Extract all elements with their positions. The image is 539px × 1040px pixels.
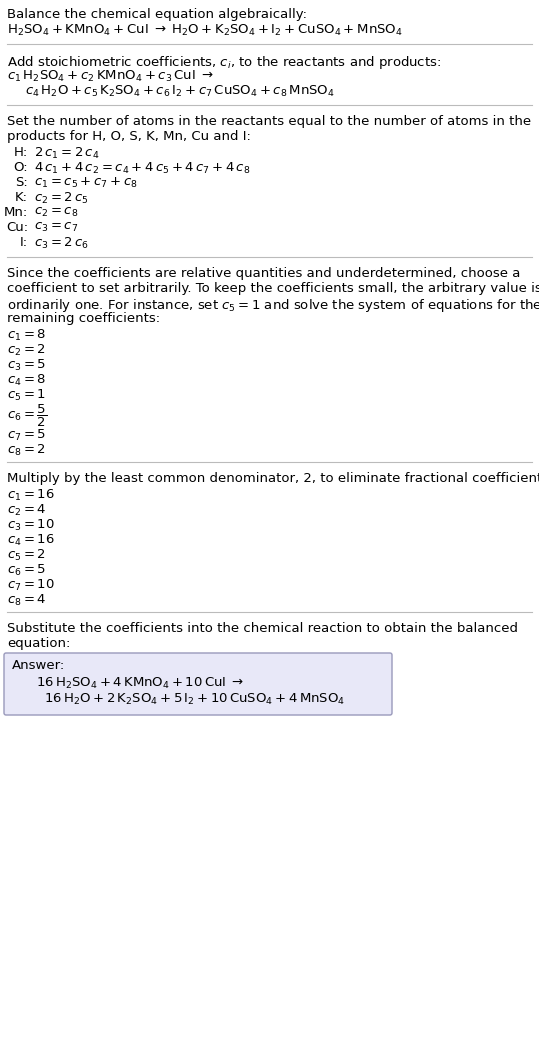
Text: Substitute the coefficients into the chemical reaction to obtain the balanced: Substitute the coefficients into the che… <box>7 622 518 635</box>
Text: $c_2 = c_8$: $c_2 = c_8$ <box>34 206 78 219</box>
Text: $c_8 = 2$: $c_8 = 2$ <box>7 443 46 458</box>
Text: ordinarily one. For instance, set $c_5 = 1$ and solve the system of equations fo: ordinarily one. For instance, set $c_5 =… <box>7 297 539 314</box>
Text: $2\,c_1 = 2\,c_4$: $2\,c_1 = 2\,c_4$ <box>34 146 100 161</box>
Text: Cu:: Cu: <box>6 220 28 234</box>
Text: $c_1 = 16$: $c_1 = 16$ <box>7 488 55 503</box>
Text: $4\,c_1 + 4\,c_2 = c_4 + 4\,c_5 + 4\,c_7 + 4\,c_8$: $4\,c_1 + 4\,c_2 = c_4 + 4\,c_5 + 4\,c_7… <box>34 161 251 176</box>
FancyBboxPatch shape <box>4 653 392 716</box>
Text: Mn:: Mn: <box>4 206 28 219</box>
Text: $c_3 = 2\,c_6$: $c_3 = 2\,c_6$ <box>34 236 89 251</box>
Text: $c_4\, \mathrm{H_2O} + c_5\, \mathrm{K_2SO_4} + c_6\, \mathrm{I_2} + c_7\, \math: $c_4\, \mathrm{H_2O} + c_5\, \mathrm{K_2… <box>25 84 335 99</box>
Text: Add stoichiometric coefficients, $c_i$, to the reactants and products:: Add stoichiometric coefficients, $c_i$, … <box>7 54 441 71</box>
Text: $\mathrm{H_2SO_4 + KMnO_4 + CuI} \;\rightarrow\; \mathrm{H_2O + K_2SO_4 + I_2 + : $\mathrm{H_2SO_4 + KMnO_4 + CuI} \;\righ… <box>7 23 403 38</box>
Text: $c_1\, \mathrm{H_2SO_4} + c_2\, \mathrm{KMnO_4} + c_3\, \mathrm{CuI} \;\rightarr: $c_1\, \mathrm{H_2SO_4} + c_2\, \mathrm{… <box>7 69 213 84</box>
Text: $c_2 = 2$: $c_2 = 2$ <box>7 343 46 358</box>
Text: $c_8 = 4$: $c_8 = 4$ <box>7 593 46 608</box>
Text: $c_4 = 8$: $c_4 = 8$ <box>7 373 46 388</box>
Text: Since the coefficients are relative quantities and underdetermined, choose a: Since the coefficients are relative quan… <box>7 267 520 280</box>
Text: $c_5 = 2$: $c_5 = 2$ <box>7 548 46 563</box>
Text: $c_6 = 5$: $c_6 = 5$ <box>7 563 46 578</box>
Text: I:: I: <box>20 236 28 249</box>
Text: $c_4 = 16$: $c_4 = 16$ <box>7 532 55 548</box>
Text: S:: S: <box>15 176 28 189</box>
Text: $c_1 = c_5 + c_7 + c_8$: $c_1 = c_5 + c_7 + c_8$ <box>34 176 138 190</box>
Text: Set the number of atoms in the reactants equal to the number of atoms in the: Set the number of atoms in the reactants… <box>7 115 531 128</box>
Text: $c_1 = 8$: $c_1 = 8$ <box>7 328 46 343</box>
Text: $c_6 = \dfrac{5}{2}$: $c_6 = \dfrac{5}{2}$ <box>7 402 47 430</box>
Text: Balance the chemical equation algebraically:: Balance the chemical equation algebraica… <box>7 8 307 21</box>
Text: O:: O: <box>13 161 28 174</box>
Text: products for H, O, S, K, Mn, Cu and I:: products for H, O, S, K, Mn, Cu and I: <box>7 130 251 142</box>
Text: $c_2 = 2\,c_5$: $c_2 = 2\,c_5$ <box>34 191 89 206</box>
Text: equation:: equation: <box>7 636 71 650</box>
Text: remaining coefficients:: remaining coefficients: <box>7 312 160 324</box>
Text: $c_3 = 5$: $c_3 = 5$ <box>7 358 46 373</box>
Text: Answer:: Answer: <box>12 659 65 672</box>
Text: $16\,\mathrm{H_2SO_4} + 4\,\mathrm{KMnO_4} + 10\,\mathrm{CuI} \;\rightarrow$: $16\,\mathrm{H_2SO_4} + 4\,\mathrm{KMnO_… <box>36 676 244 692</box>
Text: $c_2 = 4$: $c_2 = 4$ <box>7 503 46 518</box>
Text: coefficient to set arbitrarily. To keep the coefficients small, the arbitrary va: coefficient to set arbitrarily. To keep … <box>7 282 539 295</box>
Text: $c_7 = 5$: $c_7 = 5$ <box>7 428 46 443</box>
Text: $c_5 = 1$: $c_5 = 1$ <box>7 388 46 404</box>
Text: $c_7 = 10$: $c_7 = 10$ <box>7 578 55 593</box>
Text: $c_3 = 10$: $c_3 = 10$ <box>7 518 55 534</box>
Text: Multiply by the least common denominator, 2, to eliminate fractional coefficient: Multiply by the least common denominator… <box>7 472 539 485</box>
Text: $16\,\mathrm{H_2O} + 2\,\mathrm{K_2SO_4} + 5\,\mathrm{I_2} + 10\,\mathrm{CuSO_4}: $16\,\mathrm{H_2O} + 2\,\mathrm{K_2SO_4}… <box>44 692 345 707</box>
Text: $c_3 = c_7$: $c_3 = c_7$ <box>34 220 78 234</box>
Text: K:: K: <box>15 191 28 204</box>
Text: H:: H: <box>14 146 28 159</box>
